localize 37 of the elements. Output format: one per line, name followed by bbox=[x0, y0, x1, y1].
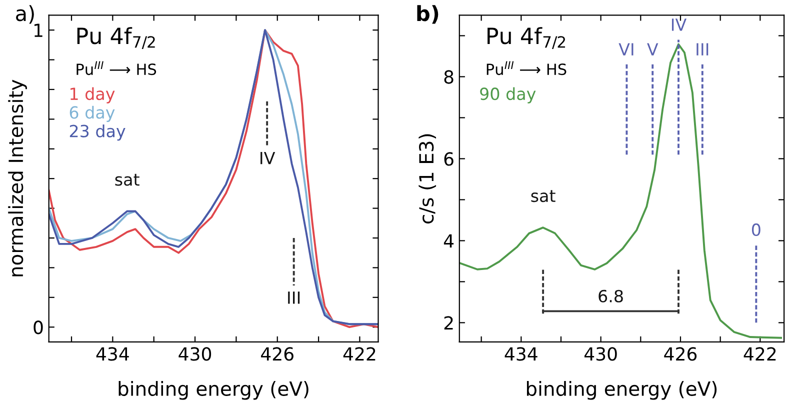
x-tick-label: 434 bbox=[504, 347, 538, 361]
y-tick-label: 8 bbox=[444, 70, 454, 84]
annotation: Pu$^{III}$ ⟶ HS bbox=[76, 61, 156, 76]
text: 1 day bbox=[70, 87, 115, 104]
annotation: VI bbox=[618, 43, 634, 56]
annotation: III bbox=[288, 292, 300, 304]
y-axis-title: c/s (1 E3) bbox=[418, 134, 436, 224]
annotation: Pu 4f$_{7/2}$ bbox=[488, 27, 566, 50]
x-tick-label: 430 bbox=[178, 347, 212, 361]
y-tick-label: 1 bbox=[34, 24, 42, 37]
text: 23 day bbox=[70, 124, 126, 141]
annotation: Pu$^{III}$ ⟶ HS bbox=[486, 61, 566, 76]
x-tick-label: 426 bbox=[664, 347, 697, 361]
chart-title: a) bbox=[16, 5, 34, 24]
annotation: sat bbox=[115, 174, 140, 186]
x-tick-label: 422 bbox=[744, 347, 776, 361]
annotation: 6.8 bbox=[598, 290, 623, 302]
annotation: III bbox=[696, 43, 708, 56]
y-tick-label: 6 bbox=[444, 152, 454, 166]
y-axis-title: normalized Intensity bbox=[8, 80, 27, 276]
chart-title: b) bbox=[417, 5, 438, 24]
annotation: 0 bbox=[752, 223, 760, 236]
x-tick-label: 426 bbox=[261, 347, 294, 361]
x-tick-label: 434 bbox=[96, 347, 129, 361]
x-tick-label: 422 bbox=[343, 347, 376, 361]
x-axis-title: binding energy (eV) bbox=[118, 380, 308, 400]
annotation: IV bbox=[260, 152, 276, 164]
text: 6 day bbox=[70, 106, 115, 122]
annotation: Pu 4f$_{7/2}$ bbox=[77, 27, 155, 50]
x-axis-title: binding energy (eV) bbox=[526, 380, 717, 400]
annotation: V bbox=[647, 43, 658, 56]
annotation: IV bbox=[672, 18, 687, 31]
x-tick-label: 430 bbox=[584, 347, 617, 361]
y-tick-label: 2 bbox=[444, 316, 453, 330]
text: 90 day bbox=[480, 87, 536, 104]
y-tick-label: 4 bbox=[444, 234, 454, 248]
annotation: sat bbox=[531, 190, 556, 202]
